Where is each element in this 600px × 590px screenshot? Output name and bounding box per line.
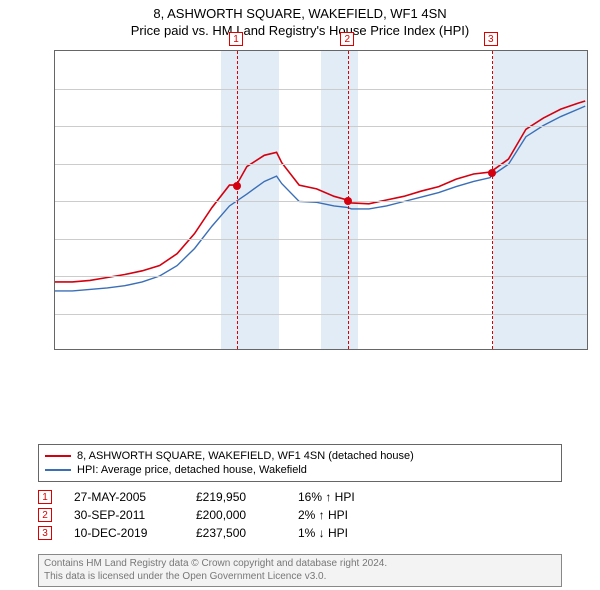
chart-subtitle: Price paid vs. HM Land Registry's House … (0, 21, 600, 38)
legend-label: HPI: Average price, detached house, Wake… (77, 464, 307, 476)
event-date: 27-MAY-2005 (74, 490, 174, 504)
footnote: Contains HM Land Registry data © Crown c… (38, 554, 562, 587)
figure-root: 8, ASHWORTH SQUARE, WAKEFIELD, WF1 4SN P… (0, 0, 600, 590)
event-diff: 1% ↓ HPI (298, 526, 388, 540)
legend: 8, ASHWORTH SQUARE, WAKEFIELD, WF1 4SN (… (38, 444, 562, 482)
price-marker (488, 169, 496, 177)
legend-item: HPI: Average price, detached house, Wake… (45, 463, 555, 477)
event-marker-box: 3 (484, 32, 498, 46)
chart-area: £0£50K£100K£150K£200K£250K£300K£350K£400… (0, 46, 600, 406)
event-marker-box: 1 (229, 32, 243, 46)
event-num-box: 2 (38, 508, 52, 522)
legend-swatch (45, 469, 71, 471)
gridline (55, 201, 587, 202)
line-layer (55, 51, 587, 349)
footnote-line: This data is licensed under the Open Gov… (44, 571, 556, 584)
gridline (55, 239, 587, 240)
event-num-box: 3 (38, 526, 52, 540)
event-marker-box: 2 (340, 32, 354, 46)
event-num-box: 1 (38, 490, 52, 504)
event-date: 10-DEC-2019 (74, 526, 174, 540)
footnote-line: Contains HM Land Registry data © Crown c… (44, 558, 556, 571)
events-table: 1 27-MAY-2005 £219,950 16% ↑ HPI 2 30-SEP-201… (38, 488, 388, 542)
price-marker (344, 197, 352, 205)
legend-item: 8, ASHWORTH SQUARE, WAKEFIELD, WF1 4SN (… (45, 449, 555, 463)
event-line (237, 51, 238, 349)
gridline (55, 89, 587, 90)
event-diff: 2% ↑ HPI (298, 508, 388, 522)
event-price: £200,000 (196, 508, 276, 522)
event-row: 2 30-SEP-2011 £200,000 2% ↑ HPI (38, 506, 388, 524)
event-diff: 16% ↑ HPI (298, 490, 388, 504)
series-hpi (55, 106, 585, 291)
event-date: 30-SEP-2011 (74, 508, 174, 522)
legend-swatch (45, 455, 71, 457)
gridline (55, 126, 587, 127)
event-row: 3 10-DEC-2019 £237,500 1% ↓ HPI (38, 524, 388, 542)
gridline (55, 314, 587, 315)
event-price: £219,950 (196, 490, 276, 504)
legend-label: 8, ASHWORTH SQUARE, WAKEFIELD, WF1 4SN (… (77, 450, 414, 462)
event-line (492, 51, 493, 349)
gridline (55, 164, 587, 165)
event-row: 1 27-MAY-2005 £219,950 16% ↑ HPI (38, 488, 388, 506)
chart-title: 8, ASHWORTH SQUARE, WAKEFIELD, WF1 4SN (0, 0, 600, 21)
plot-area: £0£50K£100K£150K£200K£250K£300K£350K£400… (54, 50, 588, 350)
gridline (55, 276, 587, 277)
series-property (55, 101, 585, 282)
event-price: £237,500 (196, 526, 276, 540)
price-marker (233, 182, 241, 190)
